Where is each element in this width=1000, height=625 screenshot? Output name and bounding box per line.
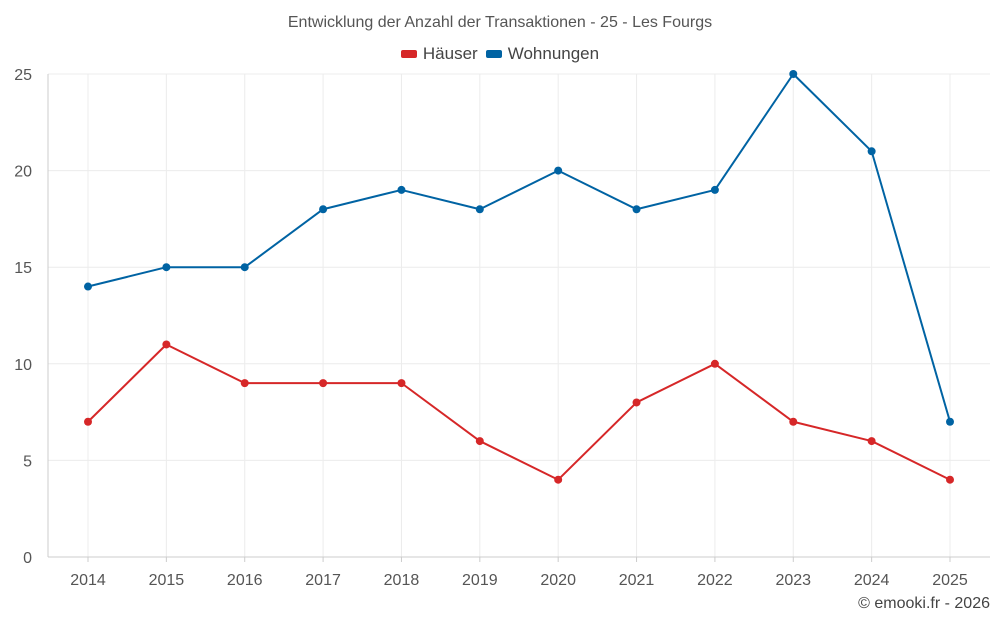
data-point-wohnungen	[162, 263, 171, 272]
x-tick-label: 2020	[540, 572, 576, 589]
data-point-wohnungen	[475, 205, 484, 214]
data-point-wohnungen	[397, 185, 406, 194]
x-tick-label: 2019	[462, 572, 498, 589]
y-tick-label: 0	[23, 550, 32, 567]
x-tick-label: 2016	[227, 572, 263, 589]
legend-item-wohnungen[interactable]: Wohnungen	[485, 44, 600, 64]
data-point-haeuser	[162, 340, 171, 349]
data-point-haeuser	[475, 437, 484, 446]
data-point-wohnungen	[319, 205, 328, 214]
x-tick-label: 2018	[384, 572, 420, 589]
data-point-haeuser	[397, 379, 406, 388]
y-tick-label: 15	[14, 260, 32, 277]
data-point-haeuser	[946, 475, 954, 484]
data-point-haeuser	[789, 417, 798, 426]
x-tick-label: 2025	[932, 572, 968, 589]
data-point-wohnungen	[554, 166, 563, 175]
data-point-haeuser	[554, 475, 563, 484]
series-line-haeuser	[87, 343, 951, 481]
data-point-haeuser	[867, 437, 876, 446]
legend-swatch-wohnungen	[485, 50, 502, 58]
chart-title: Entwicklung der Anzahl der Transaktionen…	[287, 14, 713, 31]
data-point-wohnungen	[84, 282, 92, 291]
data-point-wohnungen	[632, 205, 641, 214]
legend-label-wohnungen: Wohnungen	[507, 44, 600, 63]
data-point-haeuser	[319, 379, 328, 388]
data-point-haeuser	[240, 379, 249, 388]
y-tick-label: 25	[14, 67, 32, 84]
x-tick-label: 2024	[854, 572, 890, 589]
y-tick-label: 5	[23, 453, 32, 470]
data-point-haeuser	[632, 398, 641, 407]
data-point-wohnungen	[946, 417, 954, 426]
x-tick-label: 2021	[619, 572, 655, 589]
x-tick-label: 2015	[149, 572, 185, 589]
data-point-wohnungen	[789, 70, 798, 78]
x-tick-label: 2023	[775, 572, 811, 589]
data-point-haeuser	[710, 359, 719, 368]
data-point-wohnungen	[867, 147, 876, 156]
legend-label-haeuser: Häuser	[422, 44, 478, 63]
x-tick-label: 2014	[70, 572, 106, 589]
data-point-haeuser	[84, 417, 92, 426]
legend: Häuser Wohnungen	[0, 44, 1000, 64]
legend-item-haeuser[interactable]: Häuser	[400, 44, 478, 64]
legend-swatch-haeuser	[400, 50, 417, 58]
data-point-wohnungen	[710, 185, 719, 194]
x-tick-label: 2022	[697, 572, 733, 589]
y-tick-label: 10	[14, 357, 32, 374]
x-tick-label: 2017	[305, 572, 341, 589]
data-point-wohnungen	[240, 263, 249, 272]
footer-credit: © emooki.fr - 2026	[858, 595, 990, 612]
y-tick-label: 20	[14, 164, 32, 181]
series-line-wohnungen	[87, 73, 951, 423]
